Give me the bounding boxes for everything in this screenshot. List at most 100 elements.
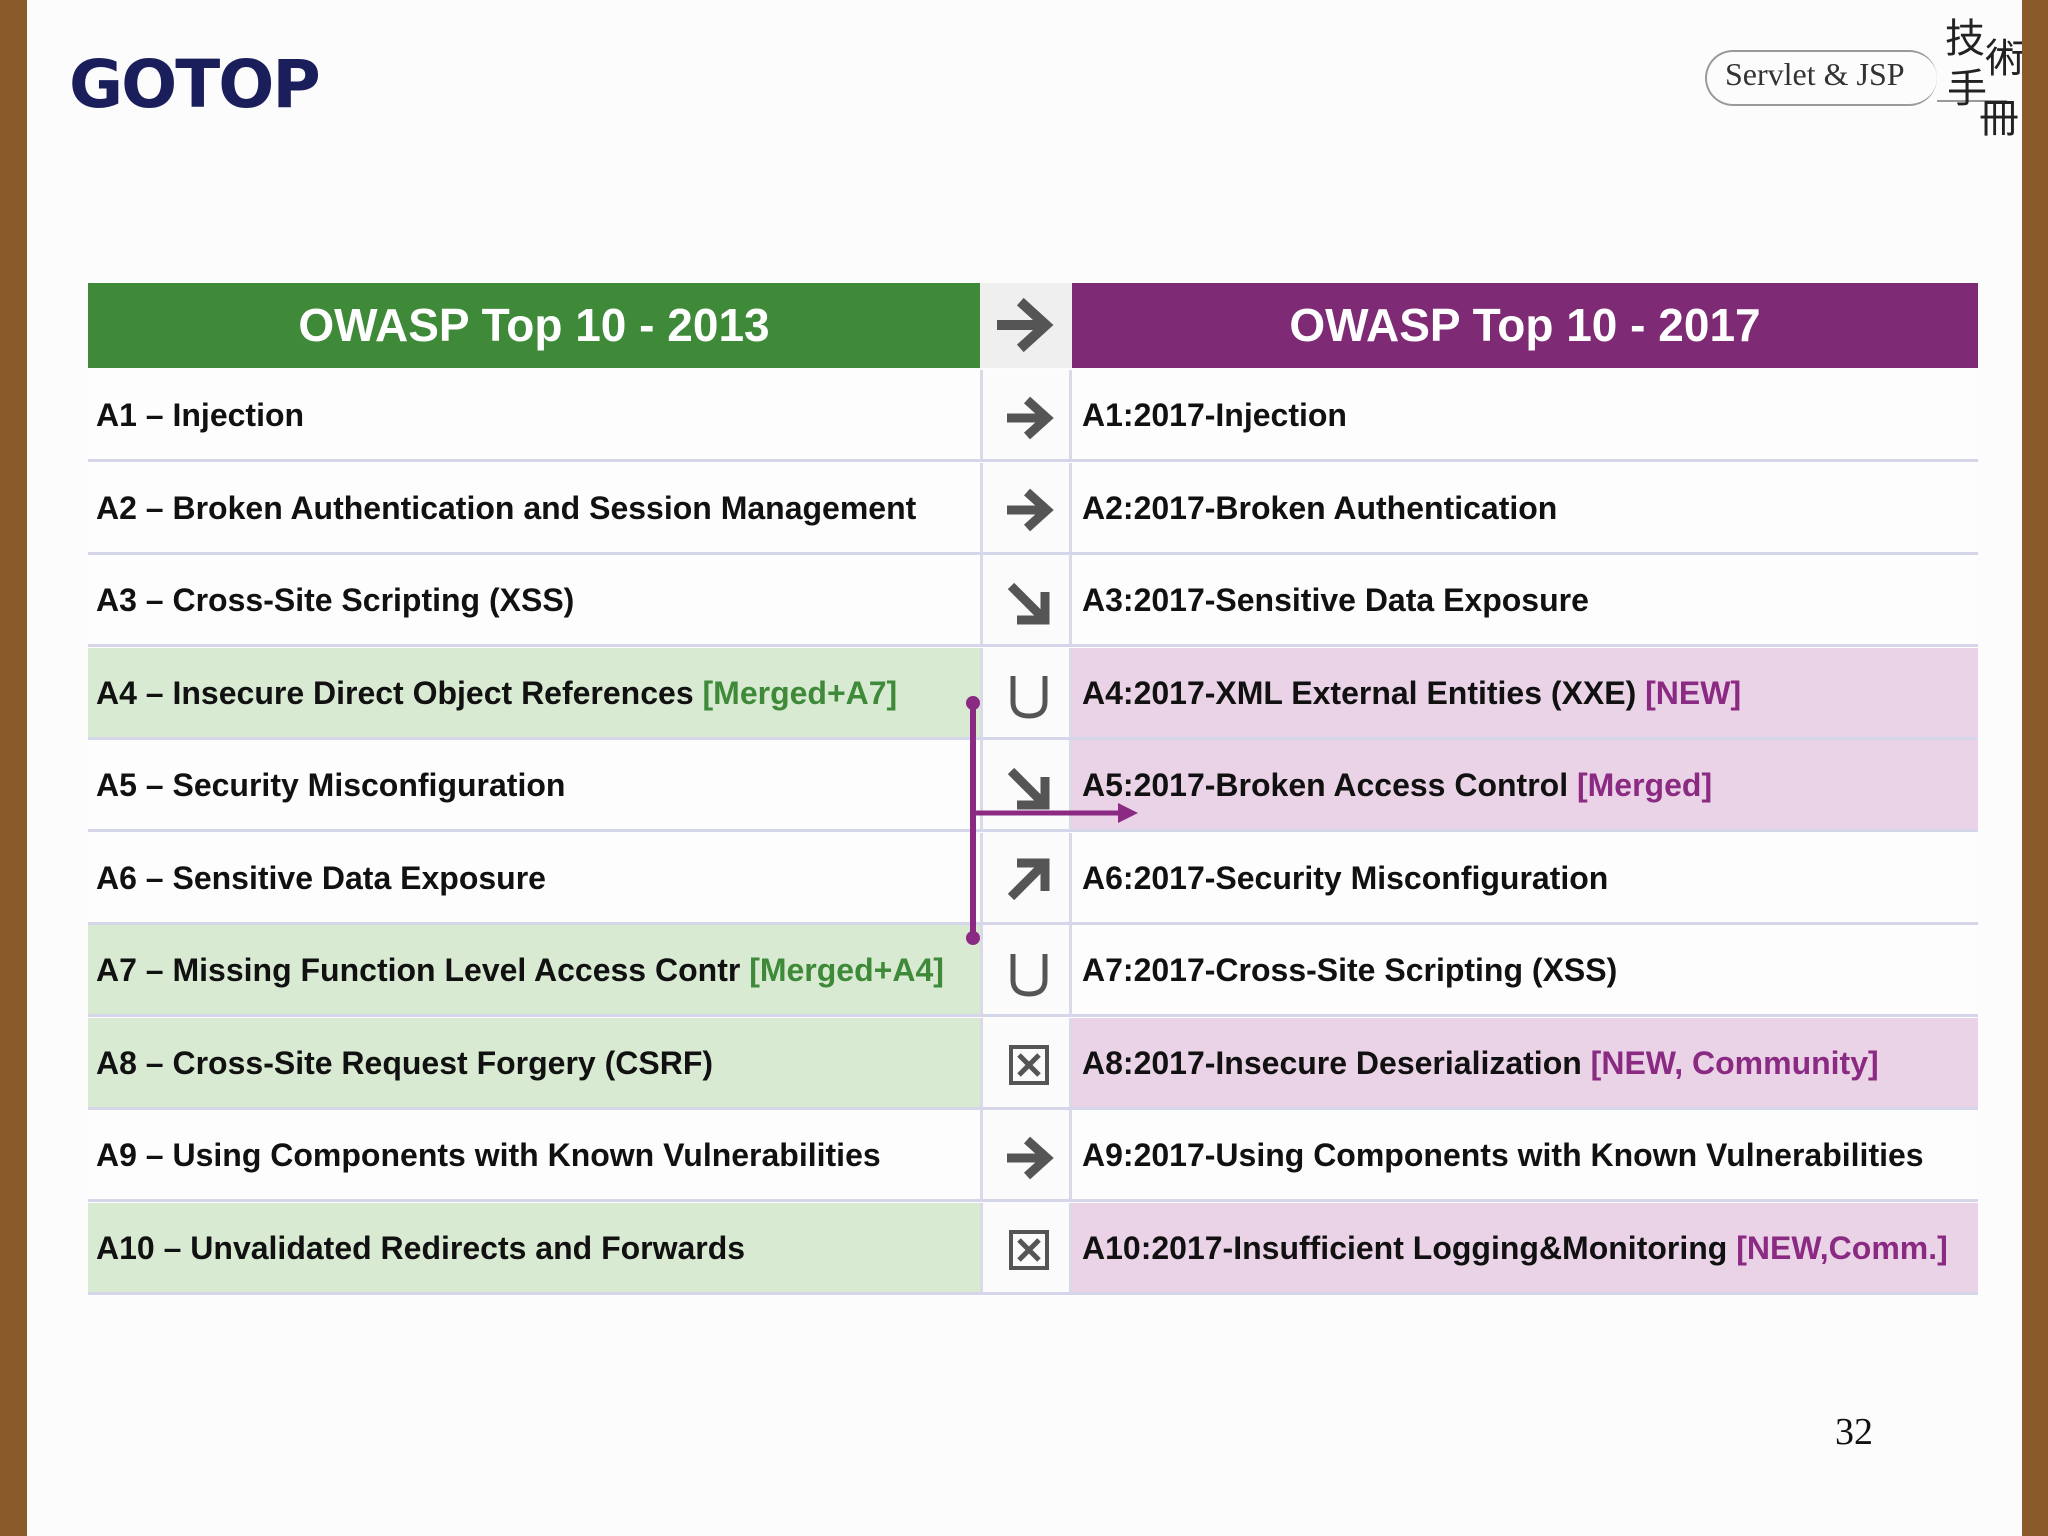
arrow-right-icon [1007, 488, 1054, 532]
owasp-2013-item: A2 – Broken Authentication and Session M… [88, 462, 980, 553]
item-2013-label: A6 – Sensitive Data Exposure [96, 859, 546, 896]
header-2017: OWASP Top 10 - 2017 [1072, 283, 1978, 368]
brand-divider [1937, 100, 2007, 102]
connector-dot-top [966, 696, 980, 710]
table-row: A2 – Broken Authentication and Session M… [88, 462, 1978, 555]
item-2017-tag: [NEW,Comm.] [1736, 1229, 1948, 1266]
owasp-2017-item: A5:2017-Broken Access Control [Merged] [1072, 740, 1978, 830]
table-row: A1 – Injection A1:2017-Injection [88, 370, 1978, 462]
item-2017-label: A4:2017-XML External Entities (XXE) [1082, 674, 1637, 711]
change-indicator-cell [980, 832, 1072, 923]
item-2013-label: A8 – Cross-Site Request Forgery (CSRF) [96, 1044, 714, 1081]
item-2013-label: A10 – Unvalidated Redirects and Forwards [96, 1229, 746, 1266]
arrow-up-right-icon [1007, 858, 1050, 901]
page-number: 32 [1835, 1411, 1873, 1453]
item-2017-label: A5:2017-Broken Access Control [1082, 767, 1569, 803]
table-row: A7 – Missing Function Level Access Contr… [88, 925, 1978, 1017]
owasp-2013-item: A6 – Sensitive Data Exposure [88, 832, 980, 923]
item-2017-label: A6:2017-Security Misconfiguration [1082, 859, 1609, 896]
row-divider [88, 829, 1978, 832]
change-indicator-cell [980, 370, 1072, 460]
brand-hanzi-4: 冊 [1979, 96, 2019, 142]
owasp-2017-item: A9:2017-Using Components with Known Vuln… [1072, 1110, 1978, 1200]
brand-hanzi: 技 術 手 冊 [1945, 16, 2022, 150]
item-2013-label: A9 – Using Components with Known Vulnera… [96, 1137, 881, 1173]
brand-text: Servlet & JSP [1725, 56, 1905, 92]
item-2017-label: A2:2017-Broken Authentication [1082, 489, 1558, 526]
brand-hanzi-3: 手 [1947, 66, 1987, 112]
connector-dot-bottom [966, 931, 980, 945]
change-indicator-cell [980, 462, 1072, 553]
item-2013-tag: [Merged+A7] [702, 674, 898, 711]
row-divider [88, 1014, 1978, 1017]
table-row: A3 – Cross-Site Scripting (XSS) A3:2017-S… [88, 555, 1978, 647]
header-2013: OWASP Top 10 - 2013 [88, 283, 980, 368]
owasp-2013-item: A5 – Security Misconfiguration [88, 740, 980, 830]
brand-hanzi-1: 技 [1945, 16, 1985, 62]
table-row: A6 – Sensitive Data Exposure A6:2017-Secu… [88, 832, 1978, 925]
table-row: A10 – Unvalidated Redirects and Forwards… [88, 1202, 1978, 1295]
owasp-2013-item: A1 – Injection [88, 370, 980, 460]
merge-connector [966, 696, 1138, 945]
arrow-right-icon [1007, 396, 1054, 439]
row-divider [88, 1199, 1978, 1202]
table-row: A9 – Using Components with Known Vulnera… [88, 1110, 1978, 1202]
item-2017-tag: [NEW, Community] [1590, 1044, 1879, 1081]
row-divider [88, 459, 1978, 462]
item-2013-tag: [Merged+A4] [749, 952, 944, 988]
owasp-2013-item: A3 – Cross-Site Scripting (XSS) [88, 555, 980, 645]
table-row: A8 – Cross-Site Request Forgery (CSRF) A8… [88, 1017, 1978, 1110]
row-divider [88, 921, 1978, 925]
owasp-2013-item: A10 – Unvalidated Redirects and Forwards [88, 1202, 980, 1293]
owasp-2017-item: A3:2017-Sensitive Data Exposure [1072, 555, 1978, 645]
item-2017-label: A9:2017-Using Components with Known Vuln… [1082, 1137, 1924, 1173]
owasp-2017-item: A8:2017-Insecure Deserialization [NEW, C… [1072, 1017, 1978, 1108]
item-2017-tag: [Merged] [1576, 767, 1713, 803]
gotop-logo: GOTOP [69, 46, 321, 123]
change-indicator-cell [980, 1202, 1072, 1293]
brand-hanzi-2: 術 [1985, 36, 2022, 82]
table-row: A4 – Insecure Direct Object References [… [88, 647, 1978, 740]
change-indicator-cell [980, 1017, 1072, 1108]
brand-badge: Servlet & JSP 技 術 手 冊 [1705, 19, 2022, 140]
owasp-2013-item: A4 – Insecure Direct Object References [… [88, 647, 980, 738]
arrow-down-right-icon [1007, 767, 1050, 810]
change-indicator-cell [980, 925, 1072, 1015]
item-2013-label: A1 – Injection [96, 397, 305, 433]
item-2017-tag: [NEW] [1645, 674, 1742, 711]
item-2017-label: A3:2017-Sensitive Data Exposure [1082, 582, 1589, 618]
slide: GOTOP Servlet & JSP 技 術 手 冊 OWASP Top 10… [27, 0, 2022, 1536]
owasp-2017-item: A6:2017-Security Misconfiguration [1072, 832, 1978, 923]
brand-pill [1705, 50, 1937, 106]
row-divider [88, 551, 1978, 555]
owasp-2013-item: A8 – Cross-Site Request Forgery (CSRF) [88, 1017, 980, 1108]
owasp-2017-item: A1:2017-Injection [1072, 370, 1978, 460]
item-2013-label: A3 – Cross-Site Scripting (XSS) [96, 582, 575, 618]
item-2017-label: A8:2017-Insecure Deserialization [1082, 1044, 1582, 1081]
item-2013-label: A5 – Security Misconfiguration [96, 767, 566, 803]
x-box-icon [1009, 1045, 1049, 1086]
change-indicator-cell [980, 647, 1072, 738]
row-divider [88, 644, 1978, 647]
owasp-2017-item: A2:2017-Broken Authentication [1072, 462, 1978, 553]
owasp-2017-item: A10:2017-Insufficient Logging&Monitoring… [1072, 1202, 1978, 1293]
x-box-icon [1009, 1230, 1049, 1271]
change-indicator-cell [980, 1110, 1072, 1200]
union-icon [1010, 953, 1048, 997]
owasp-2017-item: A4:2017-XML External Entities (XXE) [NEW… [1072, 647, 1978, 738]
table-row: A5 – Security Misconfiguration A5:2017-Br… [88, 740, 1978, 832]
connector-arrowhead [1118, 803, 1138, 823]
owasp-2013-item: A9 – Using Components with Known Vulnera… [88, 1110, 980, 1200]
arrow-right-icon [1007, 1136, 1054, 1179]
owasp-2017-item: A7:2017-Cross-Site Scripting (XSS) [1072, 925, 1978, 1015]
owasp-2013-item: A7 – Missing Function Level Access Contr… [88, 925, 980, 1015]
arrow-down-right-icon [1007, 582, 1050, 625]
row-divider [88, 1291, 1978, 1295]
item-2013-label: A7 – Missing Function Level Access Contr [96, 952, 741, 988]
row-divider [88, 1106, 1978, 1110]
header-arrow-cell [980, 283, 1072, 368]
item-2017-label: A1:2017-Injection [1082, 397, 1347, 433]
item-2013-label: A2 – Broken Authentication and Session M… [96, 489, 917, 526]
arrow-right-icon [997, 297, 1054, 353]
row-divider [88, 736, 1978, 740]
